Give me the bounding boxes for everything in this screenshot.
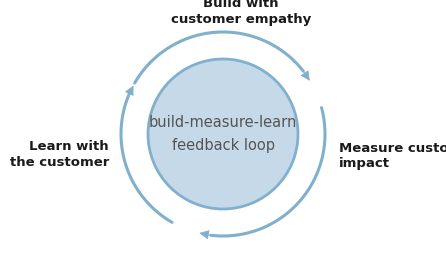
Text: build-measure-learn
feedback loop: build-measure-learn feedback loop — [149, 116, 297, 152]
Text: Learn with
the customer: Learn with the customer — [10, 140, 109, 169]
Text: Measure customer
impact: Measure customer impact — [339, 142, 446, 170]
Circle shape — [148, 59, 298, 209]
Text: Build with
customer empathy: Build with customer empathy — [171, 0, 311, 26]
